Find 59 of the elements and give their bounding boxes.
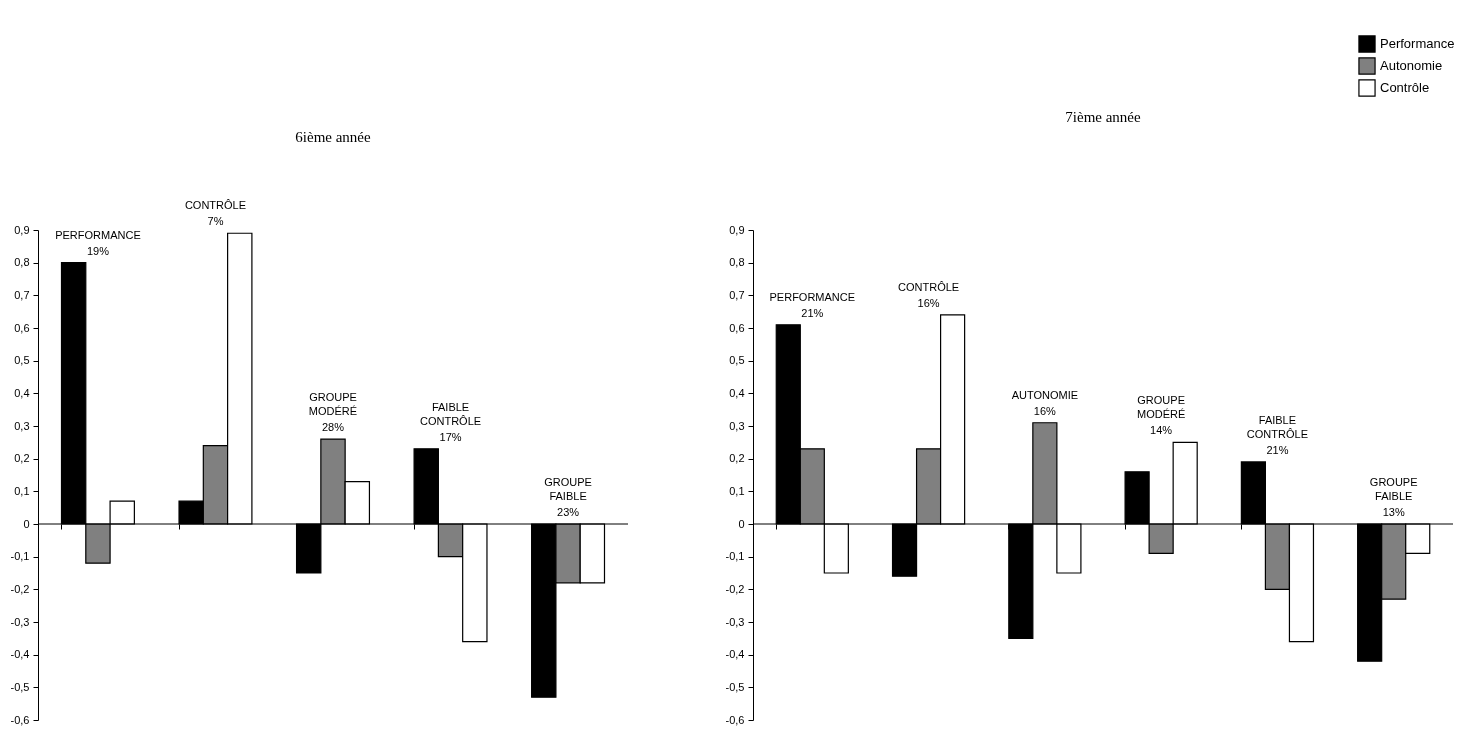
y-tick-label: -0,3	[725, 615, 745, 628]
chart-title: 7ième année	[1065, 109, 1142, 125]
text: 7%	[207, 215, 224, 228]
y-tick-label: 0,6	[14, 321, 30, 334]
y-tick-label: 0,7	[729, 288, 745, 301]
y-tick-label: 0,2	[14, 452, 30, 465]
y-tick-label: 0,2	[729, 452, 745, 465]
y-tick-label: 0,1	[14, 484, 30, 497]
annotation: 21%	[801, 306, 824, 319]
x-tick-label: GROUPE FAIBLE	[1369, 476, 1418, 502]
chart-title: 6ième année	[295, 129, 372, 146]
y-tick-label: 0,9	[14, 223, 30, 236]
y-tick-label: -0,2	[10, 582, 30, 595]
x-tick-label: PERFORMANCE	[769, 290, 856, 303]
y-tick-label: -0,5	[10, 680, 30, 693]
y-tick-label: -0,4	[10, 648, 30, 661]
y-tick-label: 0,6	[729, 321, 745, 334]
annotation: 21%	[1266, 443, 1289, 456]
y-tick-label: 0,4	[14, 386, 30, 399]
x-tick-label: FAIBLE CONTRÔLE	[1246, 413, 1308, 440]
y-tick-label: 0,7	[14, 288, 30, 301]
y-tick-label: 0,9	[729, 223, 745, 236]
x-tick-label: GROUPE MODÉRÉ	[308, 391, 358, 418]
y-tick-label: 0,8	[729, 256, 745, 269]
y-tick-label: -0,2	[725, 582, 745, 595]
annotation: 28%	[321, 421, 345, 434]
x-tick-label: PERFORMANCE	[55, 228, 141, 241]
annotation: 13%	[1382, 506, 1405, 518]
x-tick-label: CONTRÔLE	[898, 280, 960, 293]
y-tick-label: -0,5	[725, 680, 745, 693]
y-tick-label: 0,1	[729, 484, 745, 497]
y-tick-label: 0,4	[729, 386, 745, 399]
y-tick-label: -0,1	[725, 550, 745, 563]
y-tick-label: -0,3	[10, 615, 30, 628]
annotation: 19%	[86, 244, 110, 257]
annotation: 23%	[557, 506, 580, 518]
y-tick-label: 0,3	[729, 419, 745, 432]
legend-label: Performance	[1380, 36, 1455, 51]
legend-label: Autonomie	[1380, 58, 1443, 73]
y-tick-label: 0	[23, 517, 30, 530]
x-tick-label: CONTRÔLE	[184, 199, 247, 212]
annotation: 16%	[917, 296, 940, 309]
legend-label: Contrôle	[1380, 80, 1430, 95]
x-tick-label: AUTONOMIE	[1011, 388, 1079, 401]
y-tick-label: 0	[738, 517, 745, 530]
y-tick-label: -0,1	[10, 550, 30, 563]
y-tick-label: 0,5	[729, 354, 745, 367]
annotation: 14%	[1150, 424, 1173, 437]
y-tick-label: -0,6	[725, 713, 745, 726]
y-tick-label: -0,4	[725, 648, 745, 661]
y-tick-label: -0,6	[10, 713, 30, 726]
x-tick-label: GROUPE FAIBLE	[544, 476, 592, 502]
y-tick-label: 0,3	[14, 419, 30, 432]
annotation: 16%	[1033, 404, 1057, 417]
annotation: 17%	[439, 430, 462, 443]
x-tick-label: FAIBLE CONTRÔLE	[419, 400, 482, 427]
x-tick-label: GROUPE MODÉRÉ	[1137, 394, 1186, 421]
y-tick-label: 0,5	[14, 354, 30, 367]
y-tick-label: 0,8	[14, 256, 30, 269]
